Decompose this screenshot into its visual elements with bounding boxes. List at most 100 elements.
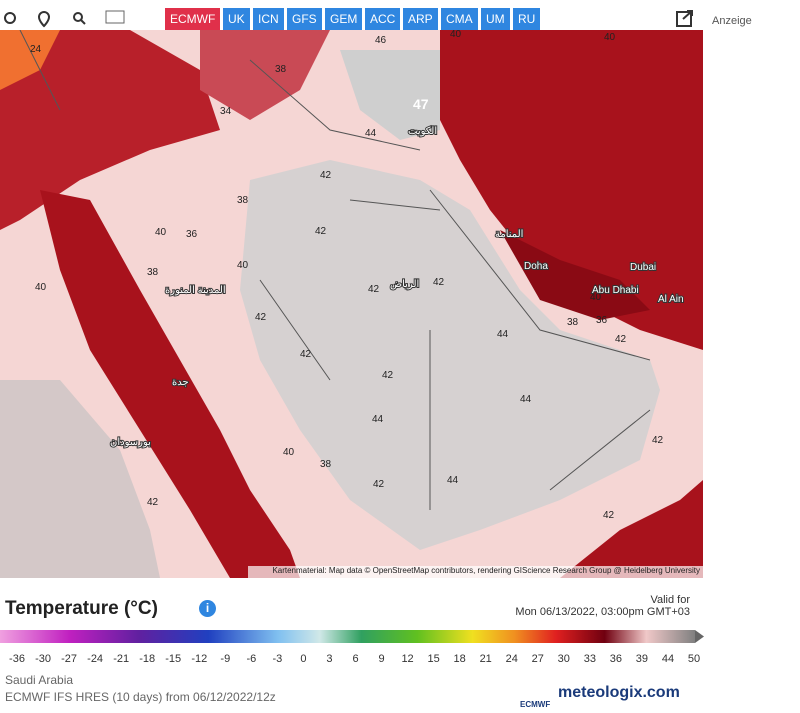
temperature-label: 38 bbox=[237, 195, 249, 206]
meteologix-logo: meteologix.com bbox=[558, 684, 680, 701]
colorbar-tick: -18 bbox=[139, 653, 156, 665]
temperature-label: 44 bbox=[365, 128, 377, 139]
temperature-label: 42 bbox=[373, 479, 385, 490]
temperature-label: 40 bbox=[450, 30, 462, 40]
temperature-label: 38 bbox=[147, 267, 159, 278]
colorbar-tick: 12 bbox=[401, 653, 414, 665]
peak-temperature: 47 bbox=[413, 96, 429, 112]
city-label: Al Ain bbox=[658, 294, 684, 305]
temperature-label: 44 bbox=[497, 329, 509, 340]
temperature-label: 42 bbox=[615, 334, 627, 345]
temperature-label: 44 bbox=[447, 475, 459, 486]
colorbar-tick: -15 bbox=[165, 653, 182, 665]
colorbar-tick: -3 bbox=[272, 653, 283, 665]
colorbar-tick: 21 bbox=[479, 653, 492, 665]
temperature-label: 40 bbox=[283, 447, 295, 458]
info-icon[interactable]: i bbox=[199, 600, 216, 617]
colorbar-tick: 36 bbox=[609, 653, 622, 665]
city-label: Abu Dhabi bbox=[592, 285, 639, 296]
temperature-label: 42 bbox=[315, 226, 327, 237]
colorbar-tick: -9 bbox=[220, 653, 231, 665]
temperature-label: 34 bbox=[220, 106, 232, 117]
temperature-label: 36 bbox=[596, 315, 608, 326]
colorbar-tick: 3 bbox=[326, 653, 333, 665]
city-label: Dubai bbox=[630, 262, 656, 273]
temperature-label: 36 bbox=[186, 229, 198, 240]
valid-block: Valid for Mon 06/13/2022, 03:00pm GMT+03 bbox=[515, 594, 690, 618]
city-label: المدينة المنورة bbox=[165, 285, 226, 296]
city-label: المنامة bbox=[495, 229, 523, 240]
colorbar bbox=[0, 630, 704, 643]
colorbar-tick: -21 bbox=[113, 653, 130, 665]
temperature-label: 42 bbox=[255, 312, 267, 323]
share bbox=[676, 10, 693, 27]
colorbar-tick: -36 bbox=[9, 653, 25, 665]
city-labels: الرياض Doha Dubai Abu Dhabi Al Ain الكويت المن… bbox=[109, 125, 685, 449]
temperature-label: 42 bbox=[652, 435, 664, 446]
temperature-label: 40 bbox=[237, 260, 249, 271]
colorbar-tick: 9 bbox=[378, 653, 385, 665]
colorbar-tick: -12 bbox=[191, 653, 208, 665]
colorbar-tick: -24 bbox=[87, 653, 104, 665]
model-run: ECMWF IFS HRES (10 days) from 06/12/2022… bbox=[5, 690, 276, 704]
temperature-label: 42 bbox=[382, 370, 394, 381]
model-button[interactable]: ICN bbox=[253, 8, 284, 30]
model-button[interactable]: ECMWF bbox=[165, 8, 221, 30]
colorbar-tick: 44 bbox=[661, 653, 675, 665]
temperature-labels: 24 38 46 40 40 34 44 42 38 40 36 42 40 42 42 38 40 42 44 42… bbox=[30, 30, 664, 521]
colorbar-tick: -30 bbox=[35, 653, 51, 665]
model-button[interactable]: GEM bbox=[325, 8, 363, 30]
temperature-label: 44 bbox=[520, 394, 532, 405]
city-label: Doha bbox=[524, 261, 548, 272]
colorbar-tick: 6 bbox=[352, 653, 359, 665]
colorbar-tick: 30 bbox=[557, 653, 570, 665]
valid-label: Valid for bbox=[650, 594, 690, 606]
colorbar-tick: 33 bbox=[583, 653, 596, 665]
temperature-label: 40 bbox=[604, 32, 616, 43]
legend-title: Temperature (°C) bbox=[5, 598, 158, 619]
map: 24 38 46 40 40 34 44 42 38 40 36 42 40 42 42 38 40 42 44 42… bbox=[0, 30, 703, 578]
temperature-label: 42 bbox=[147, 497, 159, 508]
ecmwf-logo: ECMWF bbox=[520, 700, 551, 709]
colorbar-tick: 0 bbox=[300, 653, 307, 665]
icons bbox=[4, 10, 125, 28]
colorbar-tick: 15 bbox=[427, 653, 440, 665]
city-label: بورسودان bbox=[110, 437, 151, 448]
temperature-label: 38 bbox=[320, 459, 332, 470]
temperature-label: 44 bbox=[372, 414, 384, 425]
colorbar-tick: 27 bbox=[531, 653, 544, 665]
temperature-label: 42 bbox=[368, 284, 380, 295]
model-button[interactable]: UK bbox=[223, 8, 250, 30]
valid-time: Mon 06/13/2022, 03:00pm GMT+03 bbox=[515, 606, 690, 618]
city-label: الكويت bbox=[408, 126, 437, 137]
toolbar-icons[interactable] bbox=[0, 8, 160, 30]
model-button[interactable]: ARP bbox=[403, 8, 438, 30]
model-button[interactable]: RU bbox=[513, 8, 541, 30]
city-label: الرياض bbox=[390, 279, 419, 290]
colorbar-tick: 24 bbox=[505, 653, 518, 665]
model-button[interactable]: ACC bbox=[365, 8, 401, 30]
region: Saudi Arabia bbox=[5, 673, 74, 687]
colorbar-tick: 50 bbox=[687, 653, 701, 665]
attribution: Kartenmaterial: Map data © OpenStreetMap… bbox=[272, 566, 700, 575]
model-button[interactable]: UM bbox=[481, 8, 510, 30]
temperature-label: 40 bbox=[155, 227, 167, 238]
temperature-label: 46 bbox=[375, 35, 387, 46]
colorbar-tick: 18 bbox=[453, 653, 466, 665]
temperature-label: 42 bbox=[320, 170, 332, 181]
colorbar-tick: -27 bbox=[61, 653, 78, 665]
model-button[interactable]: CMA bbox=[441, 8, 478, 30]
temperature-label: 38 bbox=[275, 64, 287, 75]
temperature-label: 40 bbox=[35, 282, 47, 293]
temperature-label: 42 bbox=[300, 349, 312, 360]
colorbar-tick: -6 bbox=[246, 653, 257, 665]
temperature-label: 24 bbox=[30, 44, 42, 55]
ad-label: Anzeige bbox=[712, 15, 752, 27]
colorbar-tick: 39 bbox=[635, 653, 649, 665]
temperature-label: 40 bbox=[590, 292, 602, 303]
share-icon[interactable] bbox=[675, 8, 695, 33]
city-label: جدة bbox=[172, 377, 189, 388]
model-button[interactable]: GFS bbox=[287, 8, 322, 30]
temperature-label: 42 bbox=[433, 277, 445, 288]
